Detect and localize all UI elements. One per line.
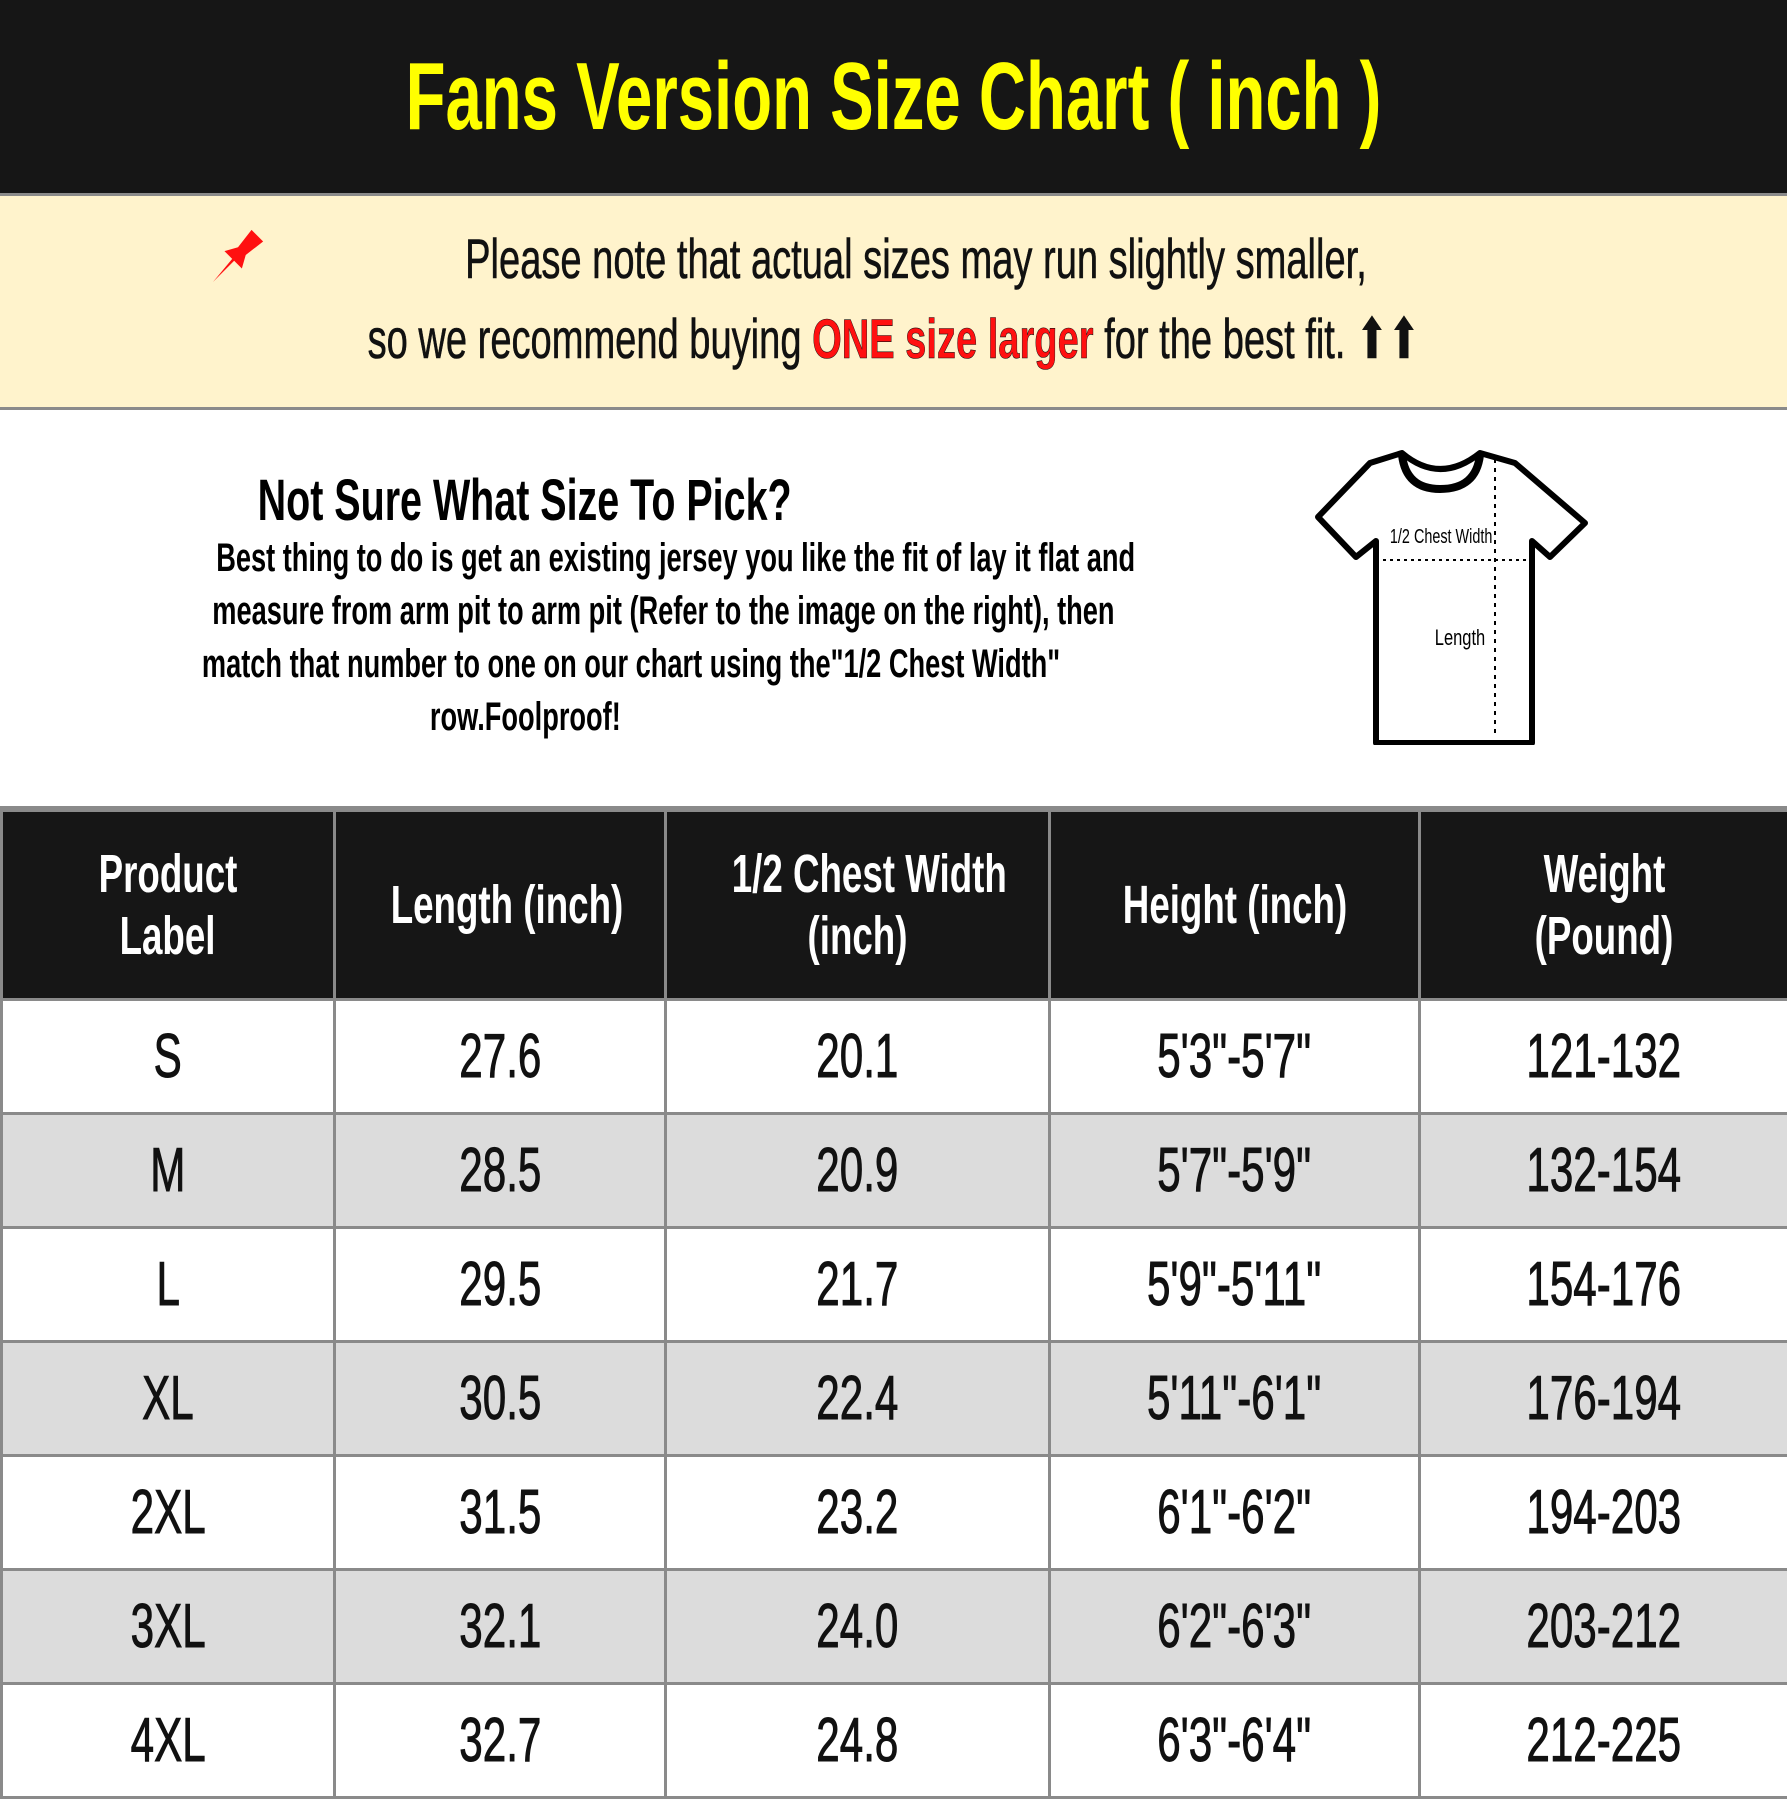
col-header-weight: Weight(Pound) xyxy=(1420,811,1787,1000)
cell-length: 30.5 xyxy=(335,1342,666,1456)
cell-weight: 203-212 xyxy=(1420,1570,1787,1684)
cell-length: 28.5 xyxy=(335,1114,666,1228)
chest-width-label: 1/2 Chest Width xyxy=(1370,524,1488,550)
cell-size-label: 3XL xyxy=(2,1570,335,1684)
cell-length: 29.5 xyxy=(335,1228,666,1342)
length-label: Length xyxy=(1435,626,1485,651)
notice-line-1: Please note that actual sizes may run sl… xyxy=(0,226,1787,291)
cell-chest-width: 24.8 xyxy=(666,1684,1050,1798)
col-header-chest-width: 1/2 Chest Width(inch) xyxy=(666,811,1050,1000)
cell-weight: 212-225 xyxy=(1420,1684,1787,1798)
help-text-line: measure from arm pit to arm pit (Refer t… xyxy=(0,585,1050,638)
cell-weight: 132-154 xyxy=(1420,1114,1787,1228)
help-heading: Not Sure What Size To Pick? xyxy=(0,470,1050,532)
cell-height: 6'1"-6'2" xyxy=(1050,1456,1420,1570)
cell-chest-width: 20.9 xyxy=(666,1114,1050,1228)
cell-height: 5'11"-6'1" xyxy=(1050,1342,1420,1456)
help-text-line: row.Foolproof! xyxy=(0,691,1050,744)
notice-banner: Please note that actual sizes may run sl… xyxy=(0,196,1787,410)
cell-chest-width: 22.4 xyxy=(666,1342,1050,1456)
cell-weight: 121-132 xyxy=(1420,1000,1787,1114)
pushpin-icon xyxy=(209,226,267,284)
col-header-height: Height (inch) xyxy=(1050,811,1420,1000)
cell-length: 32.1 xyxy=(335,1570,666,1684)
cell-weight: 194-203 xyxy=(1420,1456,1787,1570)
tshirt-measurement-diagram: Length xyxy=(1310,445,1590,745)
cell-length: 32.7 xyxy=(335,1684,666,1798)
cell-size-label: M xyxy=(2,1114,335,1228)
notice-line-2: so we recommend buying ONE size larger f… xyxy=(0,306,1787,372)
cell-height: 6'3"-6'4" xyxy=(1050,1684,1420,1798)
cell-length: 27.6 xyxy=(335,1000,666,1114)
cell-chest-width: 23.2 xyxy=(666,1456,1050,1570)
cell-chest-width: 21.7 xyxy=(666,1228,1050,1342)
cell-height: 5'3"-5'7" xyxy=(1050,1000,1420,1114)
cell-weight: 176-194 xyxy=(1420,1342,1787,1456)
cell-height: 6'2"-6'3" xyxy=(1050,1570,1420,1684)
cell-chest-width: 24.0 xyxy=(666,1570,1050,1684)
up-arrows-icon: ⬆⬆ xyxy=(1356,307,1420,370)
help-text-line: Best thing to do is get an existing jers… xyxy=(0,532,1050,585)
cell-size-label: 2XL xyxy=(2,1456,335,1570)
col-header-length: Length (inch) xyxy=(335,811,666,1000)
cell-chest-width: 20.1 xyxy=(666,1000,1050,1114)
cell-size-label: L xyxy=(2,1228,335,1342)
help-text-line: match that number to one on our chart us… xyxy=(0,638,1050,691)
cell-height: 5'7"-5'9" xyxy=(1050,1114,1420,1228)
cell-weight: 154-176 xyxy=(1420,1228,1787,1342)
cell-size-label: XL xyxy=(2,1342,335,1456)
highlight-text: ONE size larger xyxy=(812,307,1093,370)
page-title: Fans Version Size Chart ( inch ) xyxy=(406,42,1382,152)
cell-size-label: 4XL xyxy=(2,1684,335,1798)
cell-height: 5'9"-5'11" xyxy=(1050,1228,1420,1342)
title-banner: Fans Version Size Chart ( inch ) xyxy=(0,0,1787,196)
cell-length: 31.5 xyxy=(335,1456,666,1570)
cell-size-label: S xyxy=(2,1000,335,1114)
